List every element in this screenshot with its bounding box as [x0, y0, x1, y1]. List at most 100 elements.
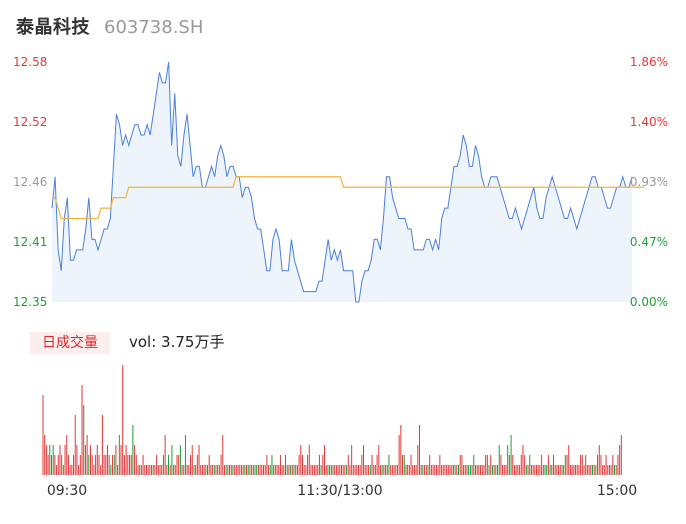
y-tick-right: 1.86%: [630, 55, 668, 69]
volume-bar: [184, 435, 186, 475]
volume-bar: [196, 455, 198, 475]
volume-bar: [218, 465, 220, 475]
volume-bar: [532, 465, 534, 475]
volume-bar: [615, 465, 617, 475]
volume-bar: [449, 465, 451, 475]
volume-bar: [298, 455, 300, 475]
stock-code: 603738.SH: [104, 17, 204, 38]
volume-bar: [329, 465, 331, 475]
volume-bar: [69, 465, 71, 475]
volume-bar: [478, 465, 480, 475]
volume-bar: [405, 465, 407, 475]
volume-bar: [262, 465, 264, 475]
volume-bar: [490, 455, 492, 475]
volume-bar: [164, 435, 166, 475]
volume-bar: [597, 455, 599, 475]
volume-bar: [391, 465, 393, 475]
volume-bar: [137, 465, 139, 475]
volume-bar: [519, 465, 521, 475]
volume-bar: [117, 465, 119, 475]
volume-bar: [578, 465, 580, 475]
volume-bar: [371, 455, 373, 475]
volume-bar: [612, 455, 614, 475]
volume-bar: [466, 465, 468, 475]
volume-bar: [581, 455, 583, 475]
volume-bar: [554, 465, 556, 475]
volume-bar: [361, 455, 363, 475]
volume-bar: [112, 455, 114, 475]
volume-bar: [403, 455, 405, 475]
volume-bar: [44, 435, 46, 475]
volume-bar: [64, 445, 66, 475]
volume-bar: [495, 465, 497, 475]
volume-bar: [201, 465, 203, 475]
volume-bar: [213, 465, 215, 475]
volume-bar: [430, 465, 432, 475]
volume-bar: [140, 465, 142, 475]
volume-bar: [67, 455, 69, 475]
volume-bar: [383, 465, 385, 475]
volume-bar: [458, 465, 460, 475]
volume-bar: [151, 465, 153, 475]
volume-bar: [171, 445, 173, 475]
volume-bar: [349, 465, 351, 475]
volume-bar: [493, 465, 495, 475]
volume-bar: [100, 465, 102, 475]
volume-bar: [110, 465, 112, 475]
volume-bar: [444, 465, 446, 475]
volume-bar: [156, 455, 158, 475]
volume-bar: [108, 455, 110, 475]
volume-bar: [230, 465, 232, 475]
volume-bar: [575, 465, 577, 475]
volume-bar: [247, 465, 249, 475]
volume-bar: [295, 465, 297, 475]
volume-bar: [130, 455, 132, 475]
volume-bar: [564, 455, 566, 475]
volume-bar: [429, 455, 431, 475]
volume-bar: [566, 455, 568, 475]
volume-bar: [330, 465, 332, 475]
volume-bar: [344, 465, 346, 475]
volume-bar: [446, 465, 448, 475]
volume-bar: [559, 465, 561, 475]
volume-bar: [359, 465, 361, 475]
volume-bar: [179, 445, 181, 475]
volume-bar: [527, 465, 529, 475]
volume-bar: [47, 455, 49, 475]
volume-bar: [239, 465, 241, 475]
y-tick-left: 12.35: [13, 295, 47, 309]
volume-bar: [103, 455, 105, 475]
volume-bar: [454, 465, 456, 475]
volume-bar: [195, 465, 197, 475]
volume-bar: [293, 465, 295, 475]
volume-bar: [520, 455, 522, 475]
volume-bar: [281, 465, 283, 475]
volume-bar: [161, 465, 163, 475]
volume-bar: [73, 455, 75, 475]
volume-bar: [356, 465, 358, 475]
volume-bar: [393, 465, 395, 475]
volume-bar: [619, 445, 621, 475]
volume-bar: [398, 435, 400, 475]
volume-bar: [173, 465, 175, 475]
volume-bar: [373, 465, 375, 475]
volume-bar: [296, 465, 298, 475]
volume-bar: [524, 455, 526, 475]
volume-bar: [318, 455, 320, 475]
volume-bar: [337, 465, 339, 475]
volume-bar: [451, 465, 453, 475]
volume-bar: [42, 395, 44, 475]
volume-bar: [593, 465, 595, 475]
volume-bar: [410, 455, 412, 475]
volume-bar: [242, 465, 244, 475]
volume-bar: [334, 465, 336, 475]
volume-bar: [568, 445, 570, 475]
volume-bar: [497, 465, 499, 475]
volume-bar: [191, 445, 193, 475]
volume-bar: [86, 435, 88, 475]
volume-bar: [549, 465, 551, 475]
volume-bar: [471, 465, 473, 475]
volume-bar: [502, 465, 504, 475]
y-tick-right: 1.40%: [630, 115, 668, 129]
volume-bar: [251, 465, 253, 475]
